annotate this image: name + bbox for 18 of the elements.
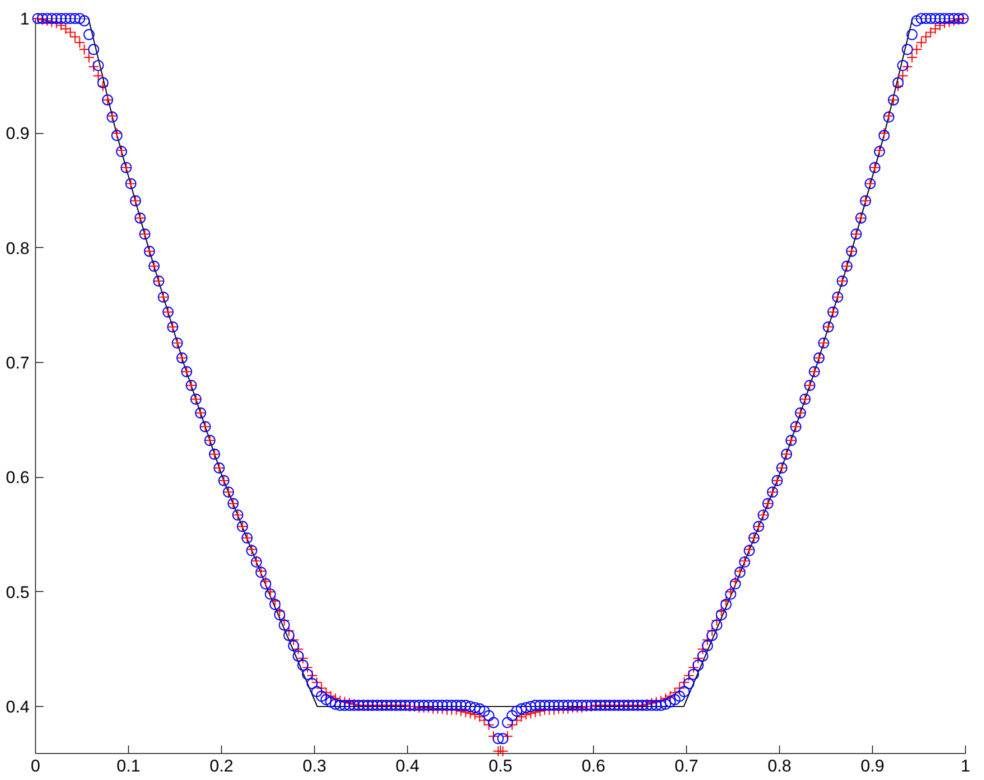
x-tick-label: 0.1 — [116, 756, 140, 776]
x-tick-label: 0.8 — [768, 756, 792, 776]
x-tick-label: 0.4 — [396, 756, 420, 776]
y-tick-label: 0.6 — [6, 468, 30, 488]
y-tick-label: 0.9 — [6, 124, 30, 144]
x-tick-label: 0.2 — [210, 756, 234, 776]
x-tick-label: 0.9 — [860, 756, 884, 776]
x-tick-label: 0 — [30, 756, 40, 776]
x-tick-label: 0.7 — [674, 756, 698, 776]
x-tick-label: 0.5 — [488, 756, 512, 776]
x-tick-label: 0.3 — [302, 756, 326, 776]
y-tick-label: 1 — [20, 10, 30, 28]
x-tick-label: 0.6 — [582, 756, 606, 776]
y-tick-label: 0.5 — [6, 582, 30, 602]
x-tick-label: 1 — [960, 756, 970, 776]
y-tick-label: 0.4 — [6, 697, 30, 716]
y-tick-label: 0.8 — [6, 238, 30, 258]
y-tick-label: 0.7 — [6, 353, 30, 372]
